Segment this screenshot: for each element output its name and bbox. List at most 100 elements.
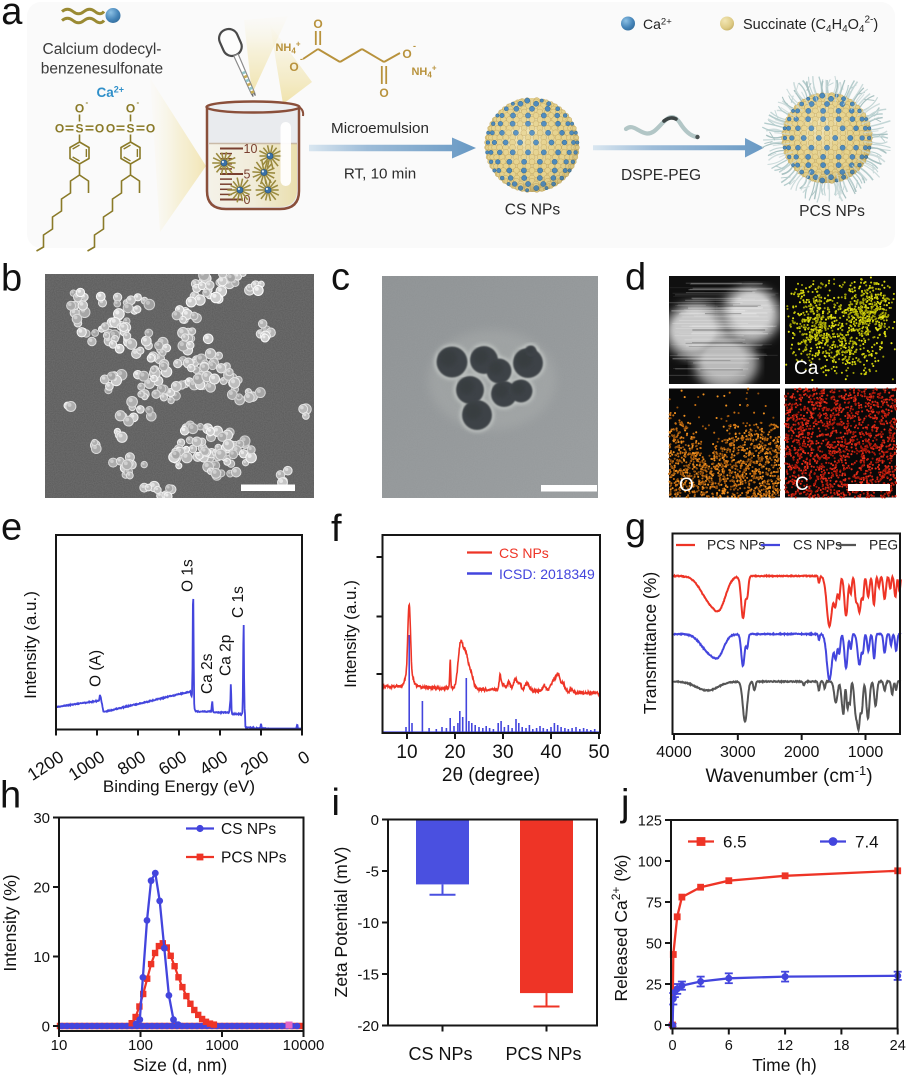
svg-text:a: a: [1, 0, 23, 33]
svg-text:benzenesulfonate: benzenesulfonate: [41, 61, 163, 78]
svg-text:3000: 3000: [720, 744, 756, 761]
svg-text:24: 24: [890, 1038, 906, 1054]
svg-text:O: O: [289, 60, 298, 74]
svg-text:1000: 1000: [848, 744, 884, 761]
svg-text:C 1s: C 1s: [230, 586, 247, 618]
svg-text:20: 20: [444, 742, 465, 763]
svg-text:Ca 2p: Ca 2p: [218, 635, 235, 676]
svg-text:CS NPs: CS NPs: [221, 821, 276, 838]
svg-text:O: O: [106, 121, 115, 135]
svg-text:S: S: [126, 121, 134, 135]
svg-text:20: 20: [33, 880, 50, 897]
svg-text:-10: -10: [357, 915, 379, 932]
svg-text:0: 0: [654, 1019, 662, 1035]
svg-text:800: 800: [114, 746, 150, 779]
svg-text:6: 6: [725, 1038, 733, 1054]
svg-text:-15: -15: [357, 967, 379, 984]
svg-text:-20: -20: [357, 1018, 379, 1035]
svg-text:-: -: [86, 98, 89, 107]
svg-text:30: 30: [33, 810, 50, 827]
svg-text:Succinate (C4H4O42-): Succinate (C4H4O42-): [743, 15, 878, 36]
svg-text:C: C: [795, 474, 809, 495]
svg-text:O: O: [402, 47, 411, 61]
svg-text:O: O: [313, 17, 322, 31]
svg-text:CS NPs: CS NPs: [499, 545, 549, 561]
svg-text:10: 10: [396, 742, 417, 763]
svg-text:RT, 10 min: RT, 10 min: [344, 166, 416, 183]
svg-text:0: 0: [294, 746, 313, 768]
svg-text:O (A): O (A): [88, 650, 105, 687]
svg-text:7.4: 7.4: [855, 833, 879, 852]
svg-text:10: 10: [244, 142, 258, 156]
svg-text:CS NPs: CS NPs: [793, 538, 842, 553]
svg-text:30: 30: [492, 742, 513, 763]
svg-text:10: 10: [33, 949, 50, 966]
svg-text:-: -: [137, 98, 140, 107]
svg-text:200: 200: [237, 746, 273, 779]
svg-text:1000: 1000: [205, 1037, 238, 1054]
svg-text:O: O: [55, 121, 64, 135]
svg-text:PEG: PEG: [869, 538, 898, 553]
svg-text:PCS NPs: PCS NPs: [799, 203, 865, 220]
svg-text:S: S: [75, 121, 83, 135]
svg-text:-: -: [413, 41, 416, 51]
svg-text:ICSD: 2018349: ICSD: 2018349: [499, 566, 595, 582]
svg-text:-5: -5: [366, 864, 379, 881]
svg-text:O: O: [146, 121, 155, 135]
svg-text:Ca: Ca: [794, 358, 819, 379]
svg-text:Transmittance (%): Transmittance (%): [640, 572, 660, 714]
svg-text:1200: 1200: [24, 746, 68, 784]
svg-text:50: 50: [588, 742, 609, 763]
svg-text:Ca 2s: Ca 2s: [199, 653, 216, 694]
svg-text:18: 18: [833, 1038, 849, 1054]
svg-text:d: d: [625, 257, 646, 299]
svg-text:O: O: [679, 475, 694, 496]
svg-text:c: c: [331, 257, 350, 299]
svg-text:h: h: [0, 775, 21, 817]
svg-text:2000: 2000: [784, 744, 820, 761]
svg-text:Intensity (%): Intensity (%): [0, 874, 20, 971]
svg-text:DSPE-PEG: DSPE-PEG: [621, 167, 701, 184]
svg-text:40: 40: [540, 742, 561, 763]
svg-text:Intensity (a.u.): Intensity (a.u.): [21, 591, 40, 699]
svg-text:600: 600: [155, 746, 191, 779]
svg-text:2θ (degree): 2θ (degree): [442, 765, 540, 786]
svg-text:4000: 4000: [656, 744, 692, 761]
svg-text:Microemulsion: Microemulsion: [331, 120, 429, 137]
svg-text:f: f: [331, 508, 342, 550]
svg-text:O 1s: O 1s: [180, 559, 197, 592]
svg-text:Released Ca2+ (%): Released Ca2+ (%): [609, 855, 631, 1002]
svg-text:j: j: [620, 783, 629, 825]
svg-text:PCS NPs: PCS NPs: [707, 538, 765, 553]
svg-text:O: O: [379, 86, 388, 100]
svg-text:Time (h): Time (h): [752, 1055, 817, 1075]
svg-text:Intensity (a.u.): Intensity (a.u.): [341, 580, 360, 688]
svg-text:CS NPs: CS NPs: [505, 202, 561, 219]
svg-text:125: 125: [638, 814, 662, 830]
svg-text:PCS NPs: PCS NPs: [221, 850, 287, 867]
svg-text:i: i: [332, 782, 340, 824]
svg-text:Binding Energy (eV): Binding Energy (eV): [103, 777, 255, 796]
svg-text:Size (d, nm): Size (d, nm): [133, 1055, 227, 1075]
svg-text:PCS NPs: PCS NPs: [505, 1044, 581, 1064]
svg-text:g: g: [625, 507, 646, 549]
svg-text:O: O: [75, 102, 84, 116]
svg-text:e: e: [1, 507, 22, 549]
svg-text:Wavenumber (cm-1): Wavenumber (cm-1): [705, 763, 872, 787]
svg-text:1000: 1000: [65, 746, 109, 784]
svg-text:10000: 10000: [283, 1037, 325, 1054]
svg-text:0: 0: [42, 1019, 50, 1036]
svg-text:b: b: [1, 258, 22, 300]
svg-text:100: 100: [638, 855, 662, 871]
svg-text:400: 400: [196, 746, 232, 779]
svg-text:10: 10: [51, 1037, 68, 1054]
svg-text:75: 75: [646, 896, 662, 912]
svg-text:-: -: [300, 54, 303, 64]
svg-text:5: 5: [244, 168, 251, 182]
svg-text:O: O: [126, 102, 135, 116]
svg-text:Zeta Potential (mV): Zeta Potential (mV): [331, 847, 351, 998]
svg-text:25: 25: [646, 978, 662, 994]
svg-text:O: O: [95, 121, 104, 135]
svg-text:50: 50: [646, 937, 662, 953]
svg-text:0: 0: [668, 1038, 676, 1054]
